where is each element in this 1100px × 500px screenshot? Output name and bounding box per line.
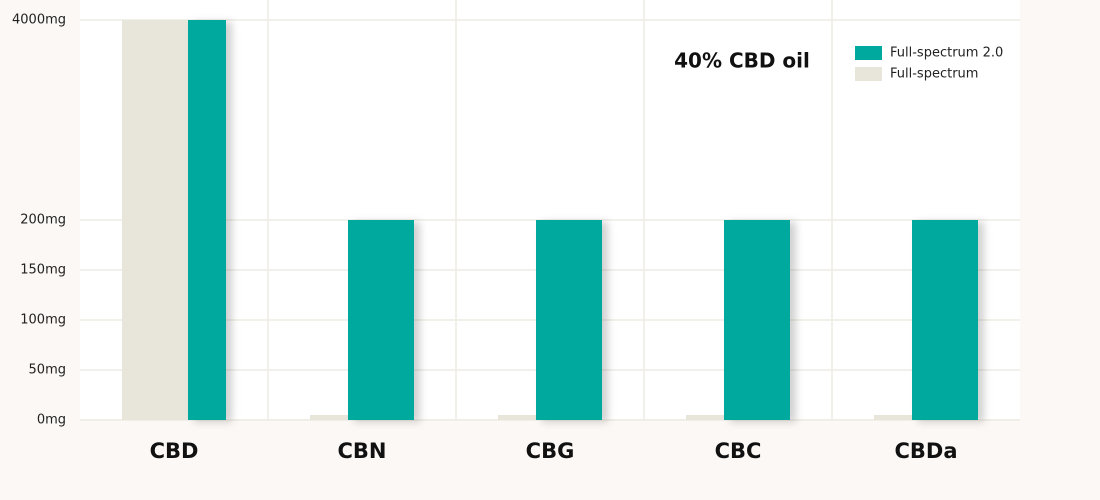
legend-label: Full-spectrum 2.0	[890, 46, 1003, 61]
x-tick-label: CBC	[715, 439, 762, 463]
legend-label: Full-spectrum	[890, 67, 978, 82]
bar	[724, 220, 790, 420]
y-tick-label: 0mg	[37, 413, 66, 428]
bar	[188, 20, 226, 420]
bar	[912, 220, 978, 420]
x-tick-label: CBN	[338, 439, 387, 463]
bar	[686, 415, 752, 420]
bar	[498, 415, 564, 420]
y-tick-label: 50mg	[29, 363, 66, 378]
chart-title: 40% CBD oil	[674, 49, 810, 73]
x-tick-label: CBG	[526, 439, 575, 463]
legend-swatch	[855, 46, 882, 60]
y-tick-label: 200mg	[20, 213, 66, 228]
y-tick-label: 100mg	[20, 313, 66, 328]
bar	[310, 415, 376, 420]
y-tick-label: 150mg	[20, 263, 66, 278]
bar	[122, 20, 188, 420]
x-tick-label: CBDa	[894, 439, 957, 463]
y-tick-label: 4000mg	[12, 13, 66, 28]
bar	[348, 220, 414, 420]
bar	[536, 220, 602, 420]
x-tick-label: CBD	[150, 439, 199, 463]
legend-swatch	[855, 67, 882, 81]
bar	[874, 415, 940, 420]
